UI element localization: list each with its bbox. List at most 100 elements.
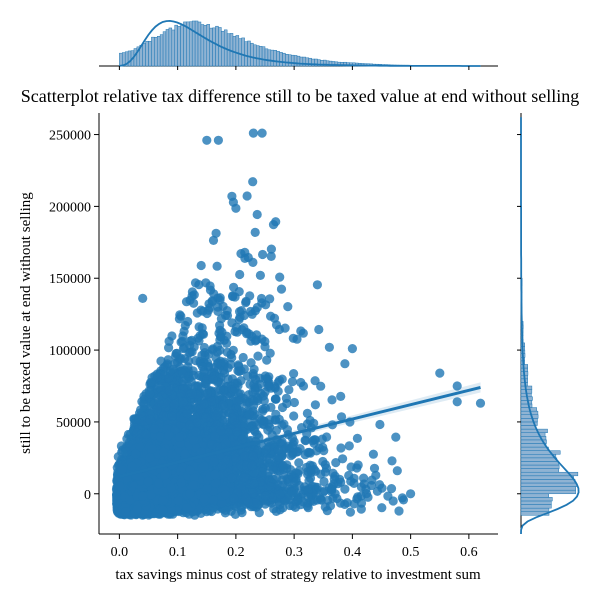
- right-histogram-bar: [520, 461, 559, 466]
- scatter-point: [336, 412, 347, 422]
- scatter-point: [377, 503, 387, 513]
- top-histogram-bar: [238, 38, 242, 67]
- top-marginal-histogram: [99, 19, 498, 70]
- right-histogram-bar: [520, 400, 533, 405]
- scatter-point: [320, 467, 330, 477]
- scatter-point: [336, 391, 346, 401]
- scatter-point: [314, 324, 324, 335]
- scatter-point: [199, 342, 209, 353]
- top-kde-curve: [119, 19, 481, 67]
- scatter-point: [241, 298, 251, 308]
- right-histogram-bar: [520, 504, 552, 509]
- right-histogram-bar: [520, 425, 537, 430]
- scatter-point: [386, 484, 397, 494]
- top-histogram-bar: [168, 27, 173, 67]
- top-histogram-bar: [203, 25, 208, 67]
- top-histogram-bar: [279, 52, 283, 67]
- right-histogram-bar: [520, 450, 561, 455]
- top-histogram-bar: [258, 46, 263, 67]
- top-histogram-bar: [253, 44, 257, 67]
- scatter-point: [387, 456, 397, 466]
- scatter-point: [231, 203, 241, 213]
- right-histogram-bar: [520, 443, 547, 448]
- right-histogram-bar: [520, 493, 549, 498]
- right-histogram-bar: [520, 403, 533, 408]
- top-histogram-bar: [235, 35, 240, 67]
- right-histogram-bar: [520, 507, 550, 512]
- scatter-point: [363, 492, 373, 502]
- right-histogram-bar: [520, 479, 576, 484]
- right-histogram-bar: [520, 475, 574, 480]
- scatter-point: [181, 297, 192, 307]
- chart-title: Scatterplot relative tax difference stil…: [21, 86, 579, 106]
- scatter-point: [242, 191, 252, 201]
- scatter-point: [260, 499, 270, 509]
- right-histogram-bar: [520, 418, 538, 423]
- top-histogram-bar: [183, 21, 187, 67]
- scatter-point: [344, 441, 354, 451]
- top-histogram-bar: [174, 24, 178, 67]
- scatter-points: [111, 128, 486, 520]
- right-marginal-histogram: [517, 113, 580, 535]
- top-histogram-bar: [282, 52, 286, 67]
- scatter-point: [275, 272, 285, 282]
- scatter-point: [283, 302, 293, 312]
- top-histogram-bar: [270, 49, 274, 67]
- top-histogram-bar: [209, 27, 213, 67]
- right-histogram-bar: [520, 482, 577, 487]
- top-histogram-bar: [200, 24, 205, 67]
- top-histogram-bar: [151, 36, 155, 67]
- top-histogram-bar: [148, 40, 152, 67]
- top-histogram-bar: [264, 48, 269, 67]
- top-histogram-bar: [296, 55, 301, 67]
- top-histogram-bar: [177, 26, 181, 67]
- right-histogram-bar: [520, 457, 558, 462]
- top-histogram-bar: [156, 36, 161, 67]
- right-histogram-bar: [520, 500, 552, 505]
- scatter-point: [232, 327, 242, 337]
- top-histogram-bar: [171, 29, 175, 67]
- right-histogram-bar: [520, 446, 549, 451]
- top-histogram-bar: [290, 54, 295, 67]
- top-histogram-bar: [145, 40, 149, 67]
- top-histogram-bar: [154, 36, 158, 67]
- right-histogram-bar: [520, 497, 553, 502]
- top-histogram-bar: [261, 46, 266, 67]
- scatter-point: [335, 498, 346, 508]
- right-histogram-bar: [520, 432, 546, 437]
- scatter-point: [258, 249, 268, 260]
- right-histogram-bar: [520, 464, 560, 469]
- scatter-point: [248, 177, 258, 187]
- scatter-point: [289, 411, 299, 421]
- top-histogram-bar: [256, 45, 260, 67]
- top-histogram-bar: [250, 42, 254, 67]
- top-histogram-bar: [212, 27, 216, 67]
- top-histogram-bar: [180, 25, 184, 67]
- top-histogram-bar: [142, 42, 146, 67]
- scatter-point: [375, 419, 385, 430]
- scatter-point: [250, 227, 260, 237]
- scatter-point: [345, 507, 355, 517]
- scatter-point: [336, 443, 346, 453]
- top-histogram-bar: [267, 49, 272, 67]
- top-histogram-bar: [194, 20, 199, 67]
- top-histogram-bar: [276, 51, 280, 67]
- scatter-point: [196, 260, 206, 271]
- right-histogram-bar: [520, 454, 557, 459]
- top-histogram-bar: [119, 52, 123, 67]
- scatter-point: [234, 314, 244, 325]
- scatter-point: [246, 358, 256, 368]
- scatter-point: [340, 484, 350, 494]
- scatter-point: [391, 432, 401, 442]
- right-histogram-bar: [520, 486, 576, 491]
- top-histogram-bar: [162, 31, 167, 67]
- top-histogram-bar: [229, 33, 234, 67]
- scatter-point: [287, 377, 298, 387]
- top-histogram-bar: [127, 50, 132, 67]
- right-histogram-bar: [520, 468, 560, 473]
- top-histogram-bar: [247, 40, 251, 67]
- scatter-point: [352, 433, 362, 443]
- top-histogram-bar: [197, 21, 202, 67]
- right-histogram-bar: [520, 489, 576, 495]
